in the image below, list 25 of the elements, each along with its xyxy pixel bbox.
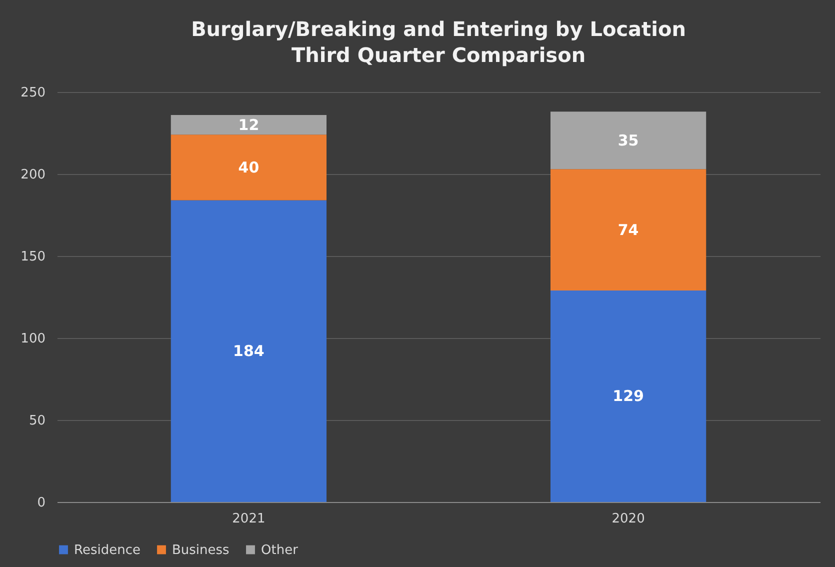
legend-label: Residence [74,542,140,558]
legend-label: Business [172,542,230,558]
y-tick-label: 150 [20,250,46,264]
data-label: 184 [233,342,264,360]
chart-title: Burglary/Breaking and Entering by Location [191,17,686,41]
bar [550,290,706,502]
data-label: 74 [618,220,639,239]
bar [170,114,327,135]
data-label: 129 [612,387,644,406]
y-tick-label: 100 [20,332,46,346]
bar [170,200,327,502]
bar [550,112,706,170]
bar [170,134,327,200]
y-tick-label: 50 [28,414,46,428]
x-tick-label: 2020 [612,512,645,526]
data-label: 35 [618,131,639,150]
x-tick-label: 2021 [232,512,266,526]
chart-subtitle: Third Quarter Comparison [291,43,586,67]
data-label: 40 [238,158,260,176]
data-label: 12 [238,116,260,134]
legend-label: Other [261,542,299,558]
bar [550,169,706,290]
y-tick-label: 0 [37,496,46,510]
y-tick-label: 200 [20,168,46,182]
y-tick-label: 250 [20,86,46,100]
